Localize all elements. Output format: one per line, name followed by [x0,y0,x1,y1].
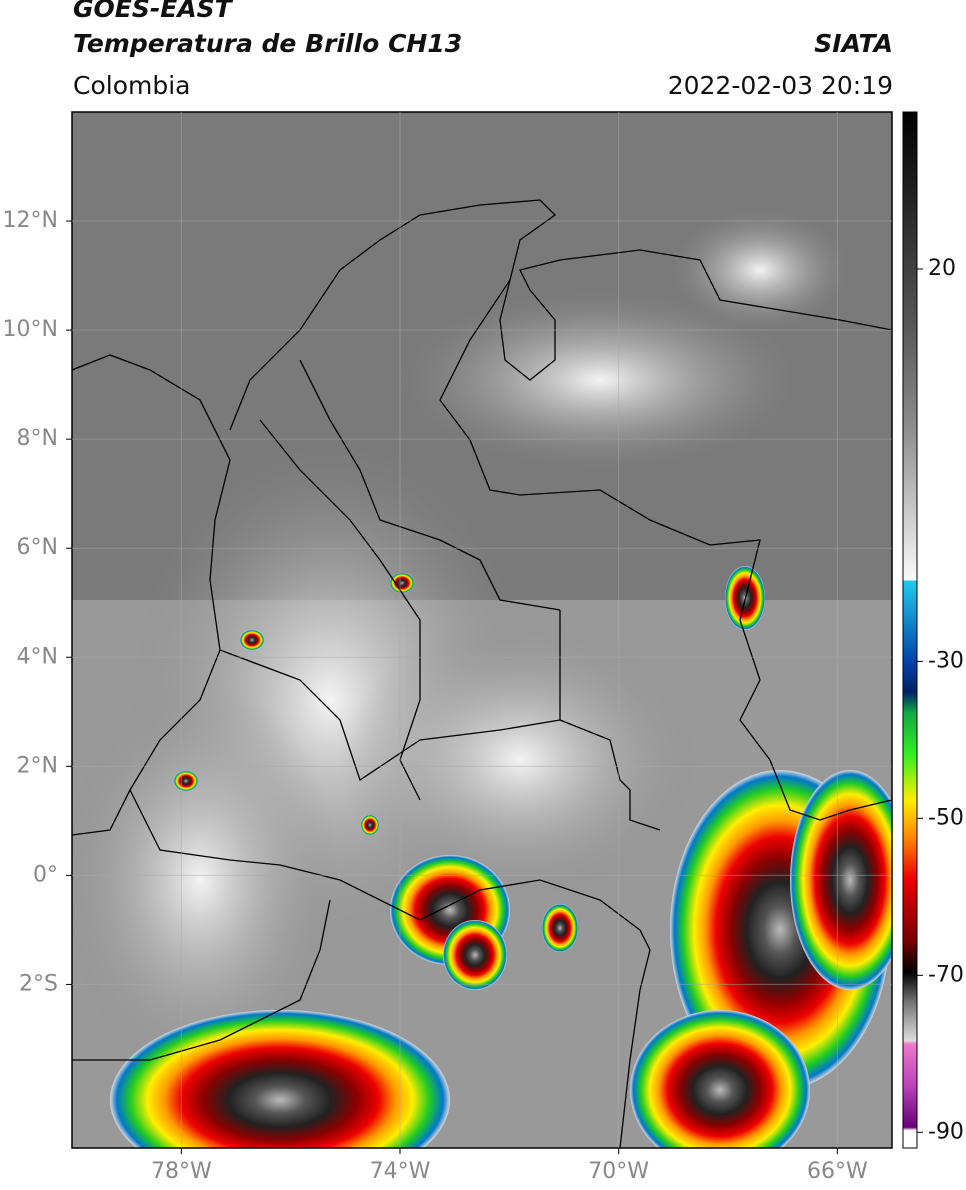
y-tick-label: 10°N [3,317,58,342]
colorbar-label: -70 [928,962,964,987]
region: Colombia [73,71,191,100]
y-tick-label: 8°N [17,426,58,451]
colorbar-label: -30 [928,648,964,673]
y-tick-label: 4°N [17,644,58,669]
colorbar [902,111,918,1149]
x-tick-label: 66°W [807,1159,868,1184]
x-tick-label: 74°W [370,1159,431,1184]
map-frame [71,111,893,1149]
product: Temperatura de Brillo CH13 [73,29,463,58]
y-tick-label: 0° [33,862,58,887]
colorbar-label: -50 [928,805,964,830]
colorbar-label: -90 [928,1119,964,1144]
datetime: 2022-02-03 20:19 [667,71,893,100]
imagery [72,112,892,1148]
y-tick-label: 12°N [3,208,58,233]
x-tick-label: 78°W [151,1159,212,1184]
satellite: GOES-EAST [73,0,232,23]
source: SIATA [814,29,893,58]
x-tick-label: 70°W [588,1159,649,1184]
colorbar-label: 20 [928,256,956,281]
y-tick-label: 2°N [17,753,58,778]
y-tick-label: 6°N [17,535,58,560]
y-tick-label: 2°S [19,971,58,996]
